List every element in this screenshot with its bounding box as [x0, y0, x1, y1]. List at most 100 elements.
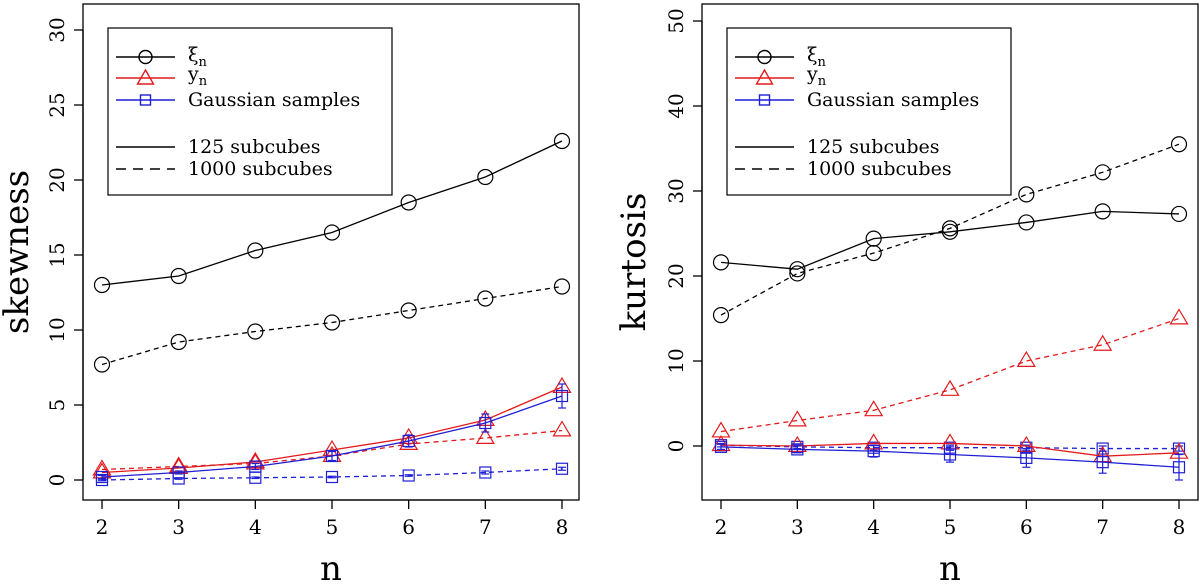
data-point-square	[172, 466, 185, 479]
skewness-ylabel: skewness	[0, 170, 37, 334]
data-point-circle	[1018, 186, 1035, 203]
data-point-square	[555, 462, 569, 475]
data-point-square	[1172, 461, 1186, 474]
skewness-legend: ξn yn Gaussian samples 125 subcubes 1000…	[107, 27, 393, 196]
series-xi-1000	[93, 278, 571, 373]
legend-xi-subscript: n	[198, 55, 207, 70]
data-point-square	[249, 460, 262, 473]
x-tick-label: 5	[326, 515, 339, 539]
x-tick-label: 4	[249, 515, 262, 539]
legend-y-subscript: n	[199, 74, 208, 89]
series-line	[101, 395, 563, 478]
series-y-125	[92, 376, 572, 479]
data-point-circle	[1094, 203, 1111, 220]
kurtosis-axes: 2 3 4 5 6 7 8 0 10 20 30 40 50	[664, 8, 1185, 539]
legend-box	[107, 27, 393, 196]
x-tick-label: 7	[479, 515, 492, 539]
series-xi-1000	[712, 136, 1188, 324]
series-y-1000	[711, 308, 1189, 438]
y-tick-label: 10	[45, 317, 69, 342]
x-tick-label: 2	[715, 515, 728, 539]
circle-marker-icon	[138, 49, 153, 65]
legend-gaussian-label: Gaussian samples	[188, 89, 360, 111]
data-point-circle	[323, 224, 341, 241]
y-tick-label: 10	[664, 348, 688, 373]
legend-gaussian-label: Gaussian samples	[807, 89, 979, 111]
data-point-circle	[865, 230, 882, 247]
legend-xi-symbol: ξ	[807, 44, 817, 66]
legend-dashed-label: 1000 subcubes	[188, 158, 333, 180]
data-point-square	[555, 389, 569, 403]
legend-entry-dashed: 1000 subcubes	[116, 158, 333, 180]
series-line	[720, 317, 1180, 433]
legend-entry-gaussian: Gaussian samples	[116, 89, 360, 111]
series-xi-125	[712, 203, 1188, 278]
data-point-circle	[323, 314, 341, 331]
data-point-circle	[477, 290, 494, 307]
legend-y-symbol: y	[806, 63, 818, 85]
legend-dashed-label: 1000 subcubes	[807, 158, 952, 180]
data-point-circle	[553, 132, 571, 150]
svg-text:yn: yn	[187, 63, 208, 89]
kurtosis-ylabel: kurtosis	[614, 193, 654, 332]
svg-text:yn: yn	[806, 63, 827, 89]
data-point-circle	[712, 254, 730, 271]
legend-box	[726, 27, 1012, 196]
y-tick-label: 20	[45, 167, 69, 192]
y-tick-label: 30	[664, 178, 688, 203]
data-point-triangle	[1016, 350, 1036, 367]
series-gauss-125	[714, 440, 1186, 481]
data-point-circle	[941, 223, 959, 240]
x-tick-label: 6	[1020, 515, 1033, 539]
x-tick-label: 7	[1096, 515, 1109, 539]
x-tick-label: 5	[944, 515, 957, 539]
data-point-square	[402, 434, 415, 448]
data-point-circle	[247, 323, 264, 340]
data-point-triangle	[864, 400, 884, 417]
x-tick-label: 3	[172, 515, 185, 539]
data-point-square	[402, 469, 415, 482]
legend-solid-label: 125 subcubes	[807, 136, 940, 158]
y-tick-label: 0	[664, 440, 688, 453]
data-point-triangle	[1169, 308, 1189, 325]
data-point-square	[325, 470, 339, 484]
kurtosis-legend: ξn yn Gaussian samples 125 subcubes 1000…	[726, 27, 1012, 196]
data-point-circle	[170, 267, 187, 285]
data-point-triangle	[711, 421, 731, 438]
data-point-square	[325, 449, 339, 463]
data-point-triangle	[940, 379, 960, 396]
y-tick-label: 50	[664, 8, 688, 33]
data-point-square	[1020, 451, 1033, 464]
data-point-circle	[1094, 164, 1111, 181]
legend-entry-dashed: 1000 subcubes	[735, 158, 952, 180]
data-point-square	[95, 470, 109, 484]
series-gauss-125	[95, 383, 569, 484]
legend-entry-y: yn	[116, 63, 208, 89]
skewness-axes: 2 3 4 5 6 7 8 0 5 10 15 20 25 30	[45, 17, 568, 539]
kurtosis-xlabel: n	[939, 549, 961, 586]
series-line	[720, 446, 1180, 468]
x-tick-label: 6	[402, 515, 415, 539]
data-point-triangle	[787, 410, 807, 427]
circle-marker-icon	[757, 49, 772, 65]
series-line	[720, 143, 1180, 316]
series-line	[101, 140, 563, 286]
legend-entry-gaussian: Gaussian samples	[735, 89, 979, 111]
svg-text:ξn: ξn	[188, 44, 207, 70]
legend-entry-solid: 125 subcubes	[116, 136, 321, 158]
data-point-circle	[170, 333, 187, 351]
skewness-series	[92, 132, 572, 487]
data-point-circle	[247, 242, 264, 259]
svg-text:ξn: ξn	[807, 44, 826, 70]
data-point-circle	[1170, 136, 1188, 153]
x-tick-label: 4	[867, 515, 880, 539]
series-line	[720, 210, 1180, 270]
series-y-1000	[92, 420, 572, 476]
y-tick-label: 5	[45, 399, 69, 412]
skewness-xlabel: n	[320, 549, 342, 586]
legend-entry-xi: ξn	[735, 44, 826, 70]
y-tick-label: 0	[45, 474, 69, 487]
